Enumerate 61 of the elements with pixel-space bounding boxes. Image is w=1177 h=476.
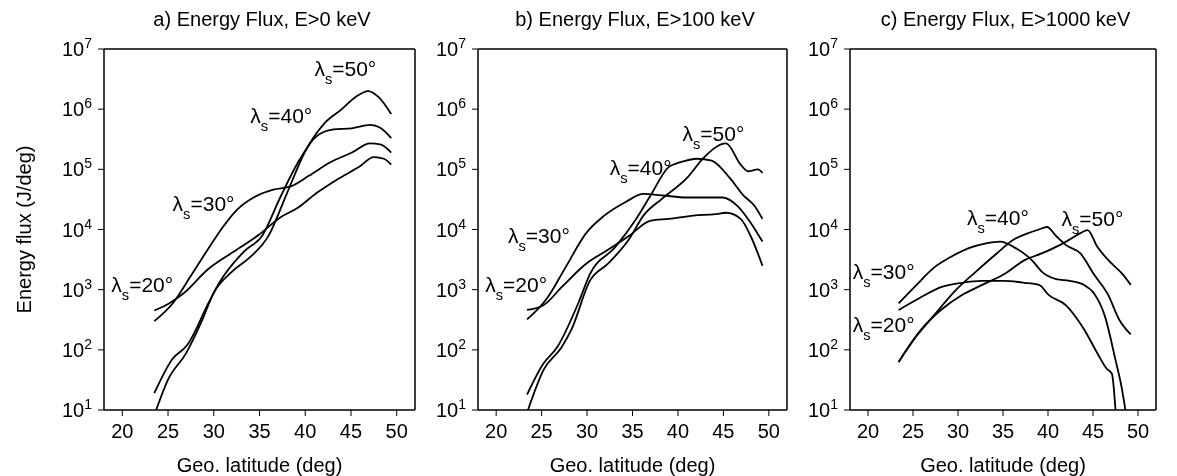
series-label: λ$_{s}$=20° <box>852 312 915 343</box>
y-axis-title: Energy flux (J/deg) <box>13 145 36 314</box>
x-axis-title: Geo. latitude (deg) <box>176 454 343 476</box>
chart-title: b) Energy Flux, E>100 keV <box>514 8 756 31</box>
x-tick-label: 30 <box>202 420 225 442</box>
y-tick-label: 10$^{4}$ <box>807 215 839 241</box>
x-tick-label: 20 <box>856 420 880 442</box>
y-tick-label: 10$^{3}$ <box>435 275 467 301</box>
y-tick-label: 10$^{6}$ <box>435 95 467 121</box>
x-tick-label: 50 <box>757 420 780 442</box>
y-tick-label: 10$^{4}$ <box>61 215 93 241</box>
y-tick-label: 10$^{6}$ <box>61 95 93 121</box>
y-tick-label: 10$^{2}$ <box>435 335 467 361</box>
series-label: λ$_{s}$=30° <box>172 192 235 223</box>
series-label: λ$_{s}$=30° <box>852 260 915 291</box>
x-tick-label: 35 <box>621 420 644 442</box>
series-label: λ$_{s}$=30° <box>507 223 570 254</box>
chart-title: a) Energy Flux, E>0 keV <box>152 8 372 31</box>
x-tick-label: 25 <box>901 420 925 442</box>
x-tick-label: 30 <box>946 420 970 442</box>
x-tick-label: 45 <box>339 420 363 442</box>
chart-title: c) Energy Flux, E>1000 keV <box>879 8 1132 31</box>
y-tick-label: 10$^{3}$ <box>61 275 93 301</box>
x-tick-label: 20 <box>485 420 508 442</box>
y-tick-label: 10$^{2}$ <box>61 335 93 361</box>
y-tick-label: 10$^{7}$ <box>61 35 93 60</box>
x-axis-title: Geo. latitude (deg) <box>920 454 1086 476</box>
x-tick-label: 20 <box>111 420 134 442</box>
y-tick-label: 10$^{7}$ <box>435 35 467 60</box>
series-label: λ$_{s}$=40° <box>250 103 313 134</box>
y-tick-label: 10$^{4}$ <box>435 215 467 241</box>
x-tick-label: 35 <box>991 420 1015 442</box>
series-label: λ$_{s}$=40° <box>609 156 672 187</box>
x-axis-title: Geo. latitude (deg) <box>549 454 716 476</box>
y-tick-label: 10$^{6}$ <box>807 95 839 121</box>
series-label: λ$_{s}$=50° <box>1061 206 1124 237</box>
x-tick-label: 50 <box>385 420 408 442</box>
y-tick-label: 10$^{1}$ <box>807 396 839 421</box>
y-tick-label: 10$^{5}$ <box>61 155 93 181</box>
x-tick-label: 40 <box>666 420 690 442</box>
y-tick-label: 10$^{3}$ <box>807 275 839 301</box>
x-tick-label: 40 <box>1036 420 1060 442</box>
x-tick-label: 40 <box>294 420 317 442</box>
y-tick-label: 10$^{1}$ <box>435 396 467 421</box>
y-tick-label: 10$^{7}$ <box>807 35 839 60</box>
y-tick-label: 10$^{5}$ <box>435 155 467 181</box>
series-label: λ$_{s}$=50° <box>314 57 377 88</box>
x-tick-label: 50 <box>1126 420 1150 442</box>
y-tick-label: 10$^{5}$ <box>807 155 839 181</box>
series-label: λ$_{s}$=40° <box>967 205 1029 236</box>
x-tick-label: 25 <box>156 420 180 442</box>
x-tick-label: 45 <box>1081 420 1105 442</box>
x-tick-label: 45 <box>712 420 735 442</box>
series-label: λ$_{s}$=20° <box>485 273 548 304</box>
x-tick-label: 35 <box>248 420 271 442</box>
y-tick-label: 10$^{2}$ <box>807 335 839 361</box>
series-label: λ$_{s}$=20° <box>111 273 174 304</box>
x-tick-label: 25 <box>530 420 553 442</box>
series-label: λ$_{s}$=50° <box>682 121 745 152</box>
x-tick-label: 30 <box>575 420 599 442</box>
y-tick-label: 10$^{1}$ <box>61 396 93 421</box>
